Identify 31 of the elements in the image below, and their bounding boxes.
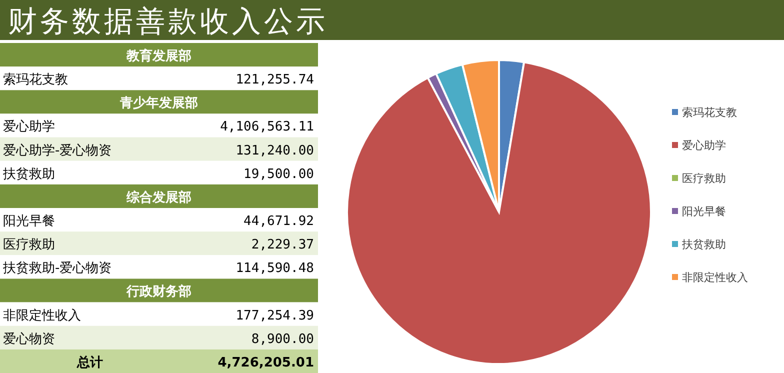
category-label: 行政财务部 bbox=[126, 284, 192, 300]
legend-label: 非限定性收入 bbox=[682, 271, 748, 284]
category-label: 爱心助学 bbox=[3, 118, 55, 135]
category-label: 青少年发展部 bbox=[119, 95, 198, 112]
legend-label: 阳光早餐 bbox=[682, 205, 726, 218]
category-label: 爱心助学-爱心物资 bbox=[3, 142, 112, 158]
category-label: 综合发展部 bbox=[126, 189, 192, 206]
category-label: 扶贫救助 bbox=[2, 166, 55, 182]
text: 44,671.92 bbox=[244, 214, 314, 229]
text: 131,240.00 bbox=[236, 143, 314, 158]
text: 4,726,205.01 bbox=[218, 355, 314, 370]
legend-label: 医疗救助 bbox=[682, 172, 726, 185]
category-label: 扶贫救助-爱心物资 bbox=[2, 260, 112, 276]
category-label: 总计 bbox=[76, 354, 103, 370]
legend-label: 扶贫救助 bbox=[681, 238, 726, 251]
legend-label: 爱心助学 bbox=[682, 139, 726, 152]
text: 4,106,563.11 bbox=[220, 120, 314, 135]
category-label: 索玛花支教 bbox=[3, 72, 68, 88]
category-label: 医疗救助 bbox=[3, 238, 55, 253]
category-label: 教育发展部 bbox=[126, 48, 192, 64]
text: 121,255.74 bbox=[236, 72, 314, 88]
text: 2,229.37 bbox=[251, 238, 314, 253]
text: 177,254.39 bbox=[236, 308, 314, 324]
text: 财务数据善款收入公示 bbox=[8, 4, 328, 38]
text: 8,900.00 bbox=[251, 332, 314, 347]
text: 114,590.48 bbox=[236, 261, 314, 276]
category-label: 非限定性收入 bbox=[3, 308, 81, 324]
category-label: 阳光早餐 bbox=[3, 214, 55, 229]
text: 19,500.00 bbox=[244, 166, 314, 182]
legend-label: 索玛花支教 bbox=[682, 106, 737, 119]
category-label: 爱心物资 bbox=[3, 330, 55, 347]
